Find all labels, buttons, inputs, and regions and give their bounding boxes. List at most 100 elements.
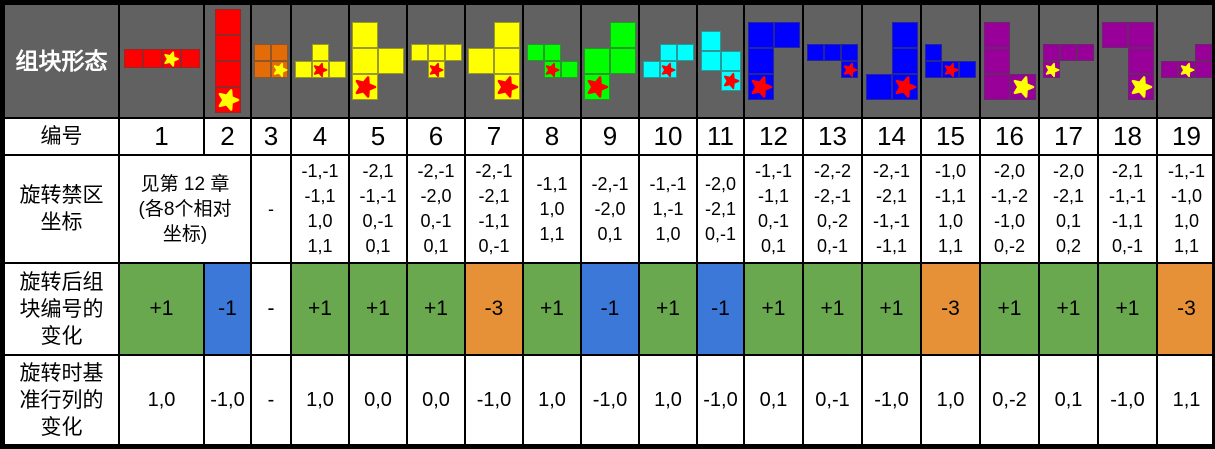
- tetromino-shape: [468, 22, 520, 100]
- forbidden-coord-line: -1,1: [875, 236, 908, 256]
- block-number-cell: 2: [203, 117, 252, 156]
- tetromino-cell: [1127, 48, 1154, 74]
- tetromino-cell: [700, 51, 721, 71]
- block-number-cell: 11: [696, 117, 745, 156]
- forbidden-coord-line: -1,1: [1111, 211, 1144, 231]
- tetromino-grid: [1161, 44, 1212, 78]
- delta-cell-3: -: [250, 262, 292, 356]
- tetromino-cell: [1009, 74, 1036, 100]
- shape-cell-7: [464, 3, 524, 119]
- tetromino-cell: [773, 22, 800, 48]
- forbidden-coord-line: 1,1: [539, 223, 565, 244]
- forbidden-coord-line: 1,0: [1173, 211, 1200, 231]
- rotation-center-marker-icon: [164, 50, 179, 67]
- block-number-cell: 7: [464, 117, 524, 156]
- tetromino-cell: [891, 48, 918, 74]
- forbidden-coord-line: -1,1: [536, 173, 568, 194]
- delta-cell-13: +1: [802, 262, 863, 356]
- delta-cell-5: +1: [348, 262, 408, 356]
- forbidden-coord-line: -2,0: [704, 173, 737, 194]
- delta-cell-12: +1: [743, 262, 804, 356]
- tetromino-cell: [444, 44, 462, 61]
- forbidden-coords-cell-12: -1,-1 -1,1 0,-1 0,1: [743, 154, 804, 264]
- shape-cell-13: [802, 3, 863, 119]
- row-label-shift: 旋转时基 准行列的 变化: [3, 354, 120, 446]
- forbidden-coord-line: 0,-2: [993, 236, 1026, 256]
- tetromino-cell: [214, 87, 241, 113]
- tetromino-cell: [142, 49, 162, 68]
- tetromino-cell: [494, 22, 520, 48]
- tetromino-shape: [925, 44, 976, 78]
- block-number-cell: 10: [638, 117, 698, 156]
- forbidden-coord-line: 1,1: [1173, 236, 1200, 256]
- tetromino-cell: [720, 51, 741, 71]
- shift-cell-1: 1,0: [118, 354, 205, 446]
- forbidden-coords-cell-18: -2,1 -1,-1 -1,1 0,-1: [1097, 154, 1158, 264]
- forbidden-coord-line: -2,1: [362, 161, 394, 181]
- shape-cell-10: [638, 3, 698, 119]
- forbidden-coords-cell-11: -2,0 -2,1 0,-1: [696, 154, 745, 264]
- block-number-cell: 18: [1097, 117, 1158, 156]
- shift-cell-2: -1,0: [203, 354, 252, 446]
- tetromino-cell: [271, 61, 288, 78]
- tetromino-cell: [584, 48, 610, 74]
- shape-cell-16: [979, 3, 1040, 119]
- forbidden-coord-line: 0,-1: [704, 223, 737, 244]
- forbidden-coord-line: -2,1: [704, 198, 737, 219]
- shift-cell-4: 1,0: [290, 354, 350, 446]
- forbidden-coord-line: 1,1: [937, 236, 964, 256]
- tetromino-shape: [352, 22, 404, 100]
- forbidden-coords-note-line: 见第 12 章: [140, 173, 230, 195]
- tetromino-grid: [807, 44, 858, 78]
- forbidden-coords-note-cell: 见第 12 章 (各8个相对 坐标): [118, 154, 252, 264]
- forbidden-coord-line: -2,1: [1111, 161, 1144, 181]
- shape-cell-4: [290, 3, 350, 119]
- row-label-delta: 旋转后组 块编号的 变化: [3, 262, 120, 356]
- forbidden-coord-line: -2,0: [1052, 161, 1085, 181]
- row-label-shift-line: 旋转时基: [19, 361, 104, 385]
- forbidden-coords-cell-3: -: [250, 154, 292, 264]
- forbidden-coord-line: -2,0: [420, 186, 452, 206]
- tetromino-cell: [983, 48, 1010, 74]
- shift-cell-5: 0,0: [348, 354, 408, 446]
- tetromino-grid: [865, 22, 918, 100]
- delta-cell-15: -3: [920, 262, 981, 356]
- tetromino-cell: [1178, 61, 1195, 78]
- row-label-number: 编号: [3, 117, 120, 156]
- forbidden-coord-line: 1,0: [937, 211, 964, 231]
- forbidden-coords-cell-14: -2,-1 -2,1 -1,-1 -1,1: [861, 154, 922, 264]
- block-number-cell: 3: [250, 117, 292, 156]
- rotation-center-marker-icon: [1013, 76, 1034, 98]
- tetromino-cell: [891, 22, 918, 48]
- tetromino-grid: [526, 44, 578, 78]
- block-number-cell: 15: [920, 117, 981, 156]
- forbidden-coord-line: 0,1: [1055, 211, 1082, 231]
- delta-cell-19: -3: [1156, 262, 1212, 356]
- forbidden-coord-line: -2,-1: [813, 186, 851, 206]
- shift-cell-8: 1,0: [522, 354, 582, 446]
- tetromino-cell: [865, 74, 892, 100]
- tetromino-grid: [747, 22, 800, 100]
- rotation-center-marker-icon: [587, 76, 609, 98]
- forbidden-coord-line: 0,-2: [816, 211, 849, 231]
- delta-cell-10: +1: [638, 262, 698, 356]
- tetromino-cell: [494, 74, 520, 100]
- tetromino-cell: [659, 61, 677, 78]
- forbidden-coords-cell-4: -1,-1 -1,1 1,0 1,1: [290, 154, 350, 264]
- block-number-cell: 14: [861, 117, 922, 156]
- tetromino-cell: [642, 61, 660, 78]
- shift-cell-3: -: [250, 354, 292, 446]
- tetromino-cell: [1195, 61, 1212, 78]
- forbidden-coords-cell-10: -1,-1 1,-1 1,0: [638, 154, 698, 264]
- forbidden-coord-line: 1,1: [307, 236, 333, 256]
- tetromino-cell: [311, 61, 329, 78]
- block-number-cell: 5: [348, 117, 408, 156]
- forbidden-coord-line: -2,-2: [813, 161, 851, 181]
- rotation-center-marker-icon: [1131, 76, 1152, 98]
- rotation-center-marker-icon: [355, 76, 377, 98]
- forbidden-coord-line: -2,1: [875, 186, 908, 206]
- forbidden-coord-line: -1,1: [934, 186, 967, 206]
- tetromino-cell: [254, 61, 271, 78]
- forbidden-coord-line: -2,-1: [591, 173, 629, 194]
